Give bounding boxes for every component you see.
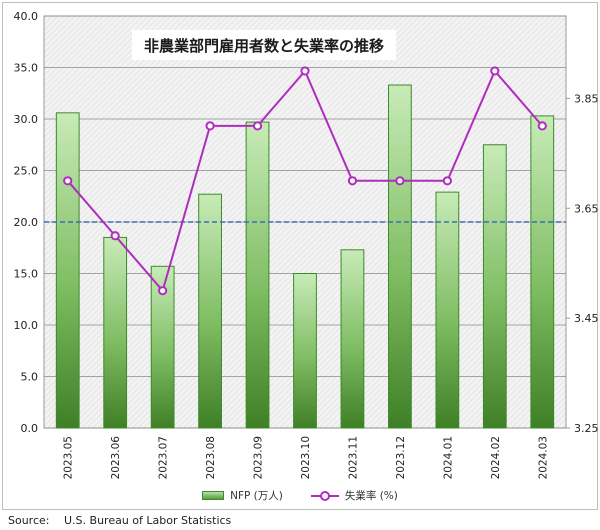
bar bbox=[482, 144, 507, 429]
line-point bbox=[252, 121, 263, 131]
x-tick-label: 2023.08 bbox=[205, 436, 217, 479]
line-point bbox=[537, 121, 547, 131]
bar bbox=[340, 249, 365, 429]
legend-line-swatch bbox=[310, 490, 339, 501]
source-text: U.S. Bureau of Labor Statistics bbox=[64, 514, 232, 527]
y-left-tick-label: 20.0 bbox=[14, 216, 39, 229]
legend-label-unemployment: 失業率 (%) bbox=[344, 490, 398, 502]
source-note: Source: U.S. Bureau of Labor Statistics bbox=[8, 514, 231, 527]
bar bbox=[245, 121, 270, 429]
bar bbox=[103, 236, 128, 429]
bar bbox=[150, 265, 175, 429]
bar bbox=[293, 273, 317, 429]
line-point bbox=[63, 176, 73, 186]
x-tick-label: 2023.06 bbox=[110, 436, 122, 480]
x-tick-label: 2024.03 bbox=[537, 436, 549, 479]
legend-label-nfp: NFP (万人) bbox=[230, 490, 283, 502]
line-point bbox=[442, 176, 452, 186]
chart-title: 非農業部門雇用者数と失業率の推移 bbox=[132, 30, 397, 60]
y-left-tick-label: 40.0 bbox=[14, 10, 39, 23]
bar bbox=[388, 84, 412, 429]
legend-item-nfp: NFP (万人) bbox=[202, 488, 283, 503]
y-left-tick-label: 0.0 bbox=[21, 422, 39, 435]
y-left-tick-label: 30.0 bbox=[14, 113, 39, 126]
y-right-tick-label: 3.25 bbox=[574, 422, 599, 435]
y-right-tick-label: 3.65 bbox=[574, 202, 599, 215]
x-tick-label: 2023.07 bbox=[158, 436, 170, 479]
y-left-tick-label: 5.0 bbox=[21, 371, 39, 384]
y-left-tick-label: 25.0 bbox=[14, 165, 39, 178]
line-point bbox=[205, 121, 215, 131]
legend: NFP (万人) 失業率 (%) bbox=[0, 488, 600, 503]
bar bbox=[530, 115, 555, 429]
x-tick-label: 2023.10 bbox=[300, 436, 312, 479]
legend-item-unemployment: 失業率 (%) bbox=[310, 488, 398, 503]
bar bbox=[55, 112, 80, 429]
line-point bbox=[300, 66, 310, 76]
line-point bbox=[110, 231, 120, 241]
y-right-tick-label: 3.45 bbox=[574, 312, 599, 325]
bar bbox=[435, 191, 460, 429]
line-point bbox=[158, 286, 168, 296]
x-tick-label: 2024.02 bbox=[490, 436, 502, 479]
x-tick-label: 2023.09 bbox=[253, 436, 265, 479]
x-tick-label: 2023.12 bbox=[395, 436, 407, 479]
y-right-tick-label: 3.85 bbox=[574, 92, 599, 105]
legend-bar-swatch bbox=[202, 491, 225, 500]
line-point bbox=[347, 176, 358, 186]
y-left-tick-label: 10.0 bbox=[14, 319, 39, 332]
x-tick-label: 2023.11 bbox=[347, 436, 359, 479]
y-left-tick-label: 15.0 bbox=[14, 268, 39, 281]
y-left-tick-label: 35.0 bbox=[14, 62, 39, 75]
source-label: Source: bbox=[8, 514, 50, 527]
x-tick-label: 2024.01 bbox=[442, 436, 454, 479]
line-point bbox=[395, 176, 405, 186]
x-tick-label: 2023.05 bbox=[63, 436, 75, 479]
line-point bbox=[490, 66, 500, 76]
bar bbox=[198, 193, 222, 429]
